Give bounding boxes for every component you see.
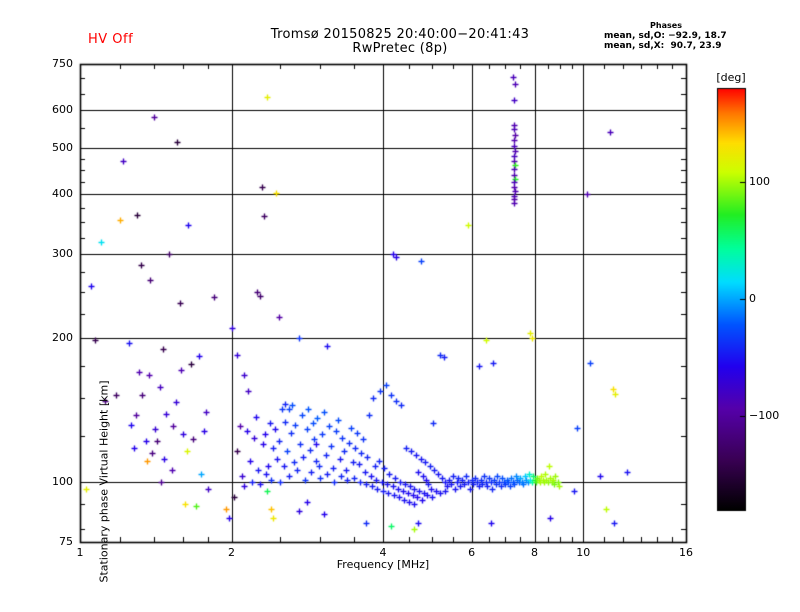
plot-title-line1: Tromsø 20150825 20:40:00−20:41:43 bbox=[270, 27, 530, 42]
x-tick-label: 6 bbox=[468, 546, 476, 559]
colorbar-tick-label: 0 bbox=[749, 292, 756, 305]
x-tick-label: 2 bbox=[228, 546, 235, 559]
y-axis-label: Stationary phase Virtual Height [km] bbox=[97, 380, 111, 583]
x-axis-label: Frequency [MHz] bbox=[336, 558, 430, 571]
y-tick-label: 75 bbox=[59, 535, 73, 548]
colorbar-tick-label: 100 bbox=[749, 174, 770, 188]
y-tick-label: 100 bbox=[52, 475, 73, 489]
x-tick-label: 4 bbox=[379, 546, 387, 559]
y-tick-label: 400 bbox=[52, 187, 73, 201]
x-tick-label: 8 bbox=[531, 546, 538, 559]
x-tick-label: 16 bbox=[679, 546, 693, 559]
phases-header: Phases bbox=[650, 21, 682, 30]
plot-title-line2: RwPretec (8p) bbox=[352, 41, 448, 56]
phases-o-stats: mean, sd,O: −92.9, 18.7 bbox=[604, 31, 727, 41]
x-tick-label: 10 bbox=[576, 546, 591, 559]
y-tick-label: 200 bbox=[52, 331, 73, 345]
y-tick-label: 750 bbox=[52, 57, 73, 70]
hv-off-annotation: HV Off bbox=[88, 32, 134, 47]
colorbar-unit-label: [deg] bbox=[716, 71, 746, 84]
colorbar-tick-label: −100 bbox=[749, 409, 780, 423]
y-tick-label: 600 bbox=[52, 103, 73, 117]
x-tick-label: 1 bbox=[76, 546, 84, 559]
y-axis-label-wrap: Stationary phase Virtual Height [km] bbox=[36, 175, 111, 582]
y-tick-label: 300 bbox=[52, 247, 73, 261]
phases-x-stats: mean, sd,X: 90.7, 23.9 bbox=[604, 41, 722, 51]
y-tick-label: 500 bbox=[52, 141, 73, 155]
